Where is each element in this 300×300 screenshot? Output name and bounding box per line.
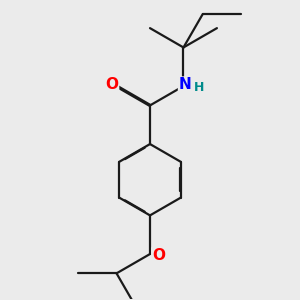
Text: O: O [106, 77, 118, 92]
Text: O: O [152, 248, 165, 263]
Text: N: N [178, 77, 191, 92]
Text: H: H [194, 81, 204, 94]
